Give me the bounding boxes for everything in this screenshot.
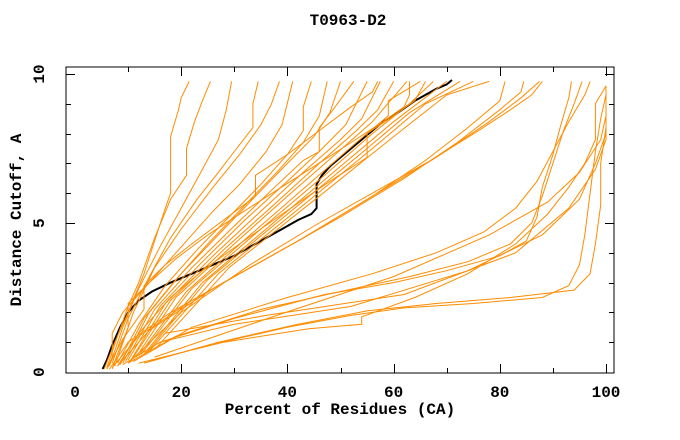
model-curve: [114, 81, 280, 367]
model-curve: [159, 94, 607, 343]
x-tick-label: 100: [592, 384, 621, 402]
model-curve: [117, 81, 312, 364]
model-curve: [127, 81, 368, 361]
x-axis-title: Percent of Residues (CA): [224, 401, 456, 419]
x-tick-label: 0: [70, 384, 80, 402]
model-curve: [165, 90, 607, 334]
model-curve: [138, 80, 421, 356]
model-curve: [117, 81, 540, 367]
model-curve: [122, 81, 572, 366]
model-curve: [132, 81, 395, 358]
x-tick-label: 80: [490, 384, 509, 402]
model-curve: [143, 81, 448, 355]
model-curve: [117, 81, 426, 367]
model-curve: [141, 81, 434, 355]
model-curve: [148, 80, 474, 352]
model-curve: [111, 81, 410, 370]
x-tick-label: 40: [278, 384, 297, 402]
model-curve: [154, 85, 607, 358]
model-curve: [111, 81, 259, 364]
model-curve: [127, 81, 543, 364]
model-curve: [135, 81, 408, 358]
model-curve: [103, 81, 190, 370]
x-tick-label: 20: [172, 384, 191, 402]
model-curve: [124, 81, 355, 362]
model-curve: [146, 80, 461, 353]
chart-title: T0963-D2: [309, 12, 387, 30]
model-curve: [106, 81, 294, 370]
model-curve: [154, 80, 490, 350]
x-tick-label: 60: [384, 384, 403, 402]
y-tick-label: 10: [31, 64, 49, 83]
model-curve: [106, 81, 211, 368]
model-curve: [149, 88, 607, 363]
axis-frame: [65, 66, 615, 374]
model-curve: [133, 81, 591, 363]
model-curve: [111, 81, 525, 368]
y-tick-label: 5: [31, 218, 49, 228]
model-curve: [127, 81, 583, 364]
model-curve: [106, 81, 379, 370]
model-curve: [143, 94, 607, 364]
y-tick-label: 0: [31, 367, 49, 377]
model-curve: [122, 81, 341, 364]
